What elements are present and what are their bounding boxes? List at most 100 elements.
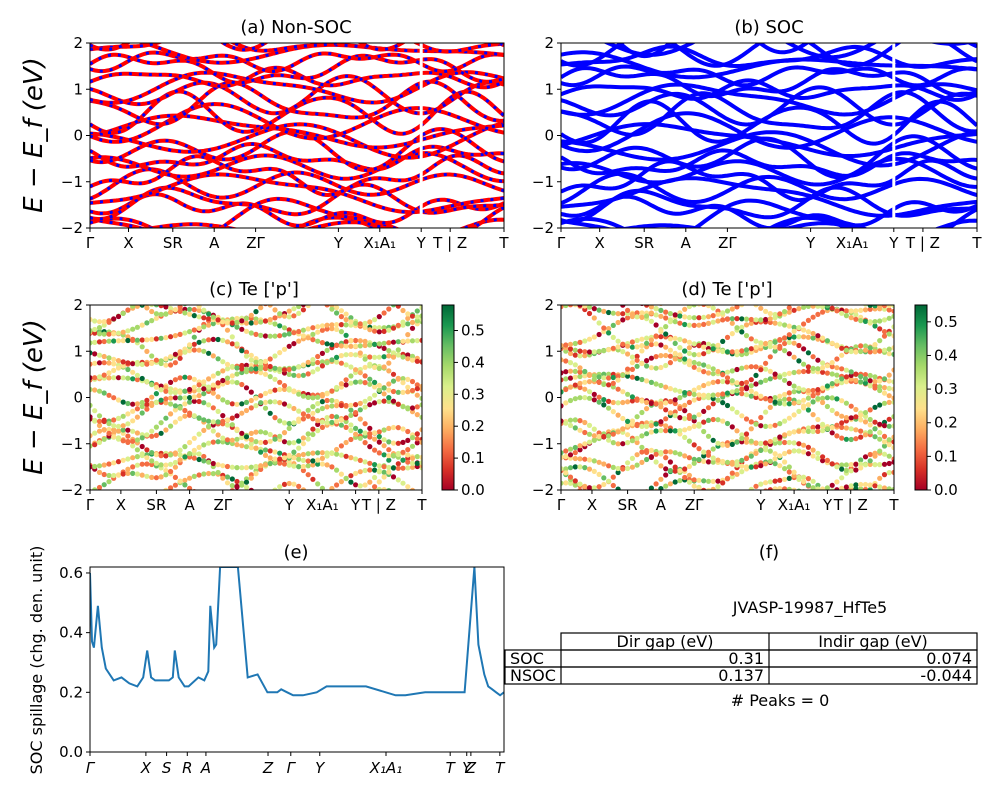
projection-point [343, 402, 349, 409]
projection-point [825, 273, 830, 278]
projection-point [149, 402, 155, 408]
projection-point [262, 399, 269, 405]
projection-point [196, 307, 202, 313]
projection-point [606, 405, 612, 411]
projection-point [201, 492, 206, 497]
projection-point [729, 406, 735, 412]
projection-point [149, 433, 155, 439]
projection-point [372, 447, 378, 453]
projection-point [601, 375, 607, 381]
projection-point [319, 340, 325, 346]
projection-point [130, 408, 136, 414]
projection-point [315, 338, 321, 344]
projection-point [891, 308, 894, 314]
projection-point [144, 320, 150, 326]
projection-point [596, 307, 602, 313]
projection-point [101, 417, 107, 423]
projection-point [163, 400, 169, 406]
projection-point [224, 437, 231, 443]
projection-point [239, 369, 245, 376]
projection-point [696, 361, 702, 367]
projection-point [172, 333, 178, 339]
projection-point [777, 393, 783, 399]
projection-point [820, 454, 826, 460]
projection-point [561, 370, 564, 376]
projection-point [281, 461, 288, 467]
projection-point [606, 347, 612, 353]
projection-point [596, 471, 602, 477]
projection-point [734, 409, 740, 415]
projection-point [173, 288, 178, 293]
projection-point [92, 280, 97, 285]
projection-point [106, 479, 112, 485]
projection-point [763, 366, 769, 372]
projection-point [858, 434, 864, 440]
projection-point [867, 372, 873, 379]
projection-point [648, 341, 655, 348]
projection-point [729, 424, 735, 430]
projection-point [867, 429, 873, 435]
projection-point [667, 459, 674, 465]
projection-point [777, 440, 783, 446]
projection-point [820, 360, 826, 366]
projection-point [348, 364, 354, 370]
projection-point [253, 366, 259, 372]
projection-point [134, 414, 140, 420]
projection-point [886, 399, 892, 405]
projection-point [829, 430, 835, 436]
projection-point [810, 305, 816, 309]
projection-point [319, 327, 325, 333]
projection-point [139, 403, 145, 410]
projection-point [172, 419, 178, 425]
k-tick-label: T [971, 234, 982, 252]
projection-point [881, 433, 888, 439]
projection-point [644, 493, 649, 498]
projection-point [149, 450, 155, 456]
y-tick-label: 2 [73, 296, 83, 314]
panel-e-spillage: 0.00.20.40.6Γ X S R A Z Γ Y X₁A₁ T YZ T [59, 564, 506, 777]
projection-point [96, 352, 103, 358]
projection-point [739, 351, 745, 358]
projection-point [229, 476, 235, 482]
projection-point [805, 476, 812, 482]
projection-point [644, 340, 650, 346]
projection-point [187, 329, 193, 335]
projection-point [272, 487, 278, 490]
projection-point [710, 478, 716, 484]
projection-point [96, 428, 103, 434]
projection-point [210, 382, 216, 388]
projection-point [300, 411, 306, 417]
projection-point [686, 438, 693, 444]
projection-point [653, 312, 659, 318]
projection-point [158, 387, 164, 393]
projection-point [90, 433, 93, 439]
projection-point [134, 437, 140, 443]
projection-point [658, 353, 664, 359]
projection-point [130, 464, 136, 470]
projection-point [715, 379, 721, 385]
projection-point [134, 447, 140, 453]
projection-point [111, 395, 117, 401]
projection-point [339, 281, 344, 286]
projection-point [791, 429, 797, 435]
projection-point [120, 457, 126, 463]
projection-point [357, 457, 363, 463]
projection-point [243, 315, 250, 321]
projection-point [362, 482, 368, 488]
projection-point [644, 494, 649, 499]
projection-point [673, 286, 678, 291]
projection-point [320, 300, 325, 305]
projection-point [824, 485, 830, 490]
projection-point [853, 482, 859, 488]
projection-point [820, 421, 826, 427]
projection-point [724, 369, 731, 375]
projection-point [130, 470, 136, 476]
projection-point [182, 388, 188, 394]
projection-point [234, 319, 240, 325]
k-tick-label: SR [618, 496, 638, 514]
projection-point [611, 494, 616, 499]
projection-point [414, 386, 420, 392]
projection-point [310, 369, 316, 375]
projection-point [561, 480, 564, 486]
projection-point [414, 412, 420, 418]
